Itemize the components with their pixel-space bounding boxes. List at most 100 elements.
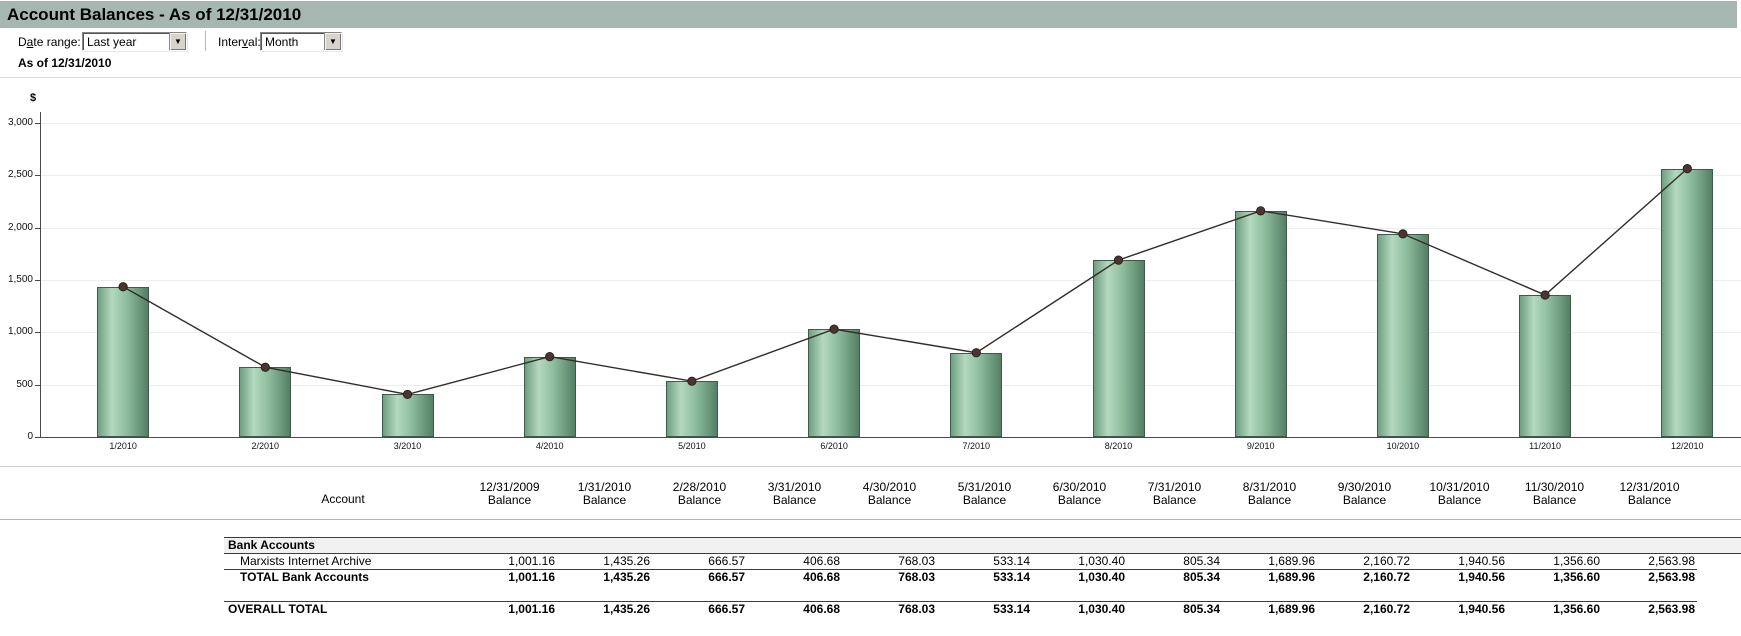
x-axis-label: 4/2010 bbox=[535, 441, 564, 451]
gridline bbox=[41, 227, 1741, 229]
gridline bbox=[41, 384, 1741, 386]
chart-bar-4-2010 bbox=[523, 356, 576, 437]
y-axis-tick bbox=[35, 437, 40, 438]
date-range-label: Date range: bbox=[18, 35, 81, 49]
balance-column-header: 3/31/2010 Balance bbox=[767, 480, 822, 507]
interval-value: Month bbox=[265, 35, 299, 49]
balance-chart: $ 3,000 2,500 2,000 1,500 1,000 500 0 1/2010 2/2… bbox=[0, 78, 1741, 466]
table-cell: 1,001.16 bbox=[508, 602, 555, 616]
balance-table: Account 12/31/2009 Balance 1/31/2010 Balanc… bbox=[0, 470, 1741, 616]
y-axis-tick-label: 500 bbox=[16, 378, 33, 390]
table-cell: 1,356.60 bbox=[1553, 570, 1600, 584]
table-cell: 1,030.40 bbox=[1078, 602, 1125, 616]
balance-column-header: 6/30/2010 Balance bbox=[1052, 480, 1107, 507]
table-cell: 1,689.96 bbox=[1268, 602, 1315, 616]
table-cell: 406.68 bbox=[803, 554, 840, 568]
balance-column-header: 12/31/2010 Balance bbox=[1619, 480, 1680, 507]
account-name: Bank Accounts bbox=[228, 538, 315, 552]
chart-bar-5-2010 bbox=[665, 381, 718, 437]
table-row-overall: OVERALL TOTAL 1,001.16 1,435.26 666.57 406.6… bbox=[224, 601, 1697, 617]
x-axis-label: 7/2010 bbox=[962, 441, 991, 451]
y-axis-title: $ bbox=[30, 92, 37, 104]
toolbar-divider bbox=[0, 77, 1741, 78]
x-axis-label: 9/2010 bbox=[1246, 441, 1275, 451]
as-of-label: As of 12/31/2010 bbox=[18, 56, 112, 70]
table-cell: 768.03 bbox=[898, 570, 935, 584]
chevron-down-icon[interactable]: ▼ bbox=[324, 33, 341, 50]
table-cell: 1,940.56 bbox=[1458, 570, 1505, 584]
balance-column-header: 5/31/2010 Balance bbox=[957, 480, 1012, 507]
table-cell: 805.34 bbox=[1183, 602, 1220, 616]
trend-line bbox=[122, 168, 1688, 396]
interval-label: Interval: bbox=[218, 35, 261, 49]
account-name: OVERALL TOTAL bbox=[228, 602, 328, 616]
report-toolbar: Date range: Last year ▼ Interval: Month … bbox=[0, 28, 1741, 54]
table-cell: 406.68 bbox=[803, 602, 840, 616]
table-cell: 406.68 bbox=[803, 570, 840, 584]
table-cell: 768.03 bbox=[898, 554, 935, 568]
y-axis-tick bbox=[35, 227, 40, 229]
table-cell: 666.57 bbox=[708, 554, 745, 568]
trend-line-layer bbox=[118, 164, 1692, 400]
chart-bar-9-2010 bbox=[1234, 210, 1287, 437]
y-axis-tick bbox=[35, 332, 40, 334]
toolbar-separator bbox=[205, 31, 206, 51]
y-axis-tick bbox=[35, 123, 40, 124]
balance-column-header: 1/31/2010 Balance bbox=[577, 480, 632, 507]
table-cell: 1,689.96 bbox=[1268, 554, 1315, 568]
y-axis-tick-label: 2,500 bbox=[7, 169, 33, 181]
y-axis-tick-label: 1,000 bbox=[7, 326, 33, 338]
table-body: Bank Accounts Marxists Internet Archive 1,… bbox=[0, 537, 1741, 617]
table-cell: 533.14 bbox=[993, 554, 1030, 568]
y-axis-tick bbox=[35, 280, 40, 281]
chart-table-divider bbox=[0, 466, 1741, 467]
table-cell: 1,689.96 bbox=[1268, 570, 1315, 584]
account-name: TOTAL Bank Accounts bbox=[240, 570, 369, 584]
chart-bar-1-2010 bbox=[97, 286, 150, 437]
chart-bar-3-2010 bbox=[381, 394, 434, 437]
table-cell: 768.03 bbox=[898, 602, 935, 616]
table-cell: 2,563.98 bbox=[1648, 570, 1695, 584]
y-axis-tick-label: 1,500 bbox=[7, 274, 33, 285]
x-axis-label: 12/2010 bbox=[1671, 441, 1704, 451]
table-cell: 2,160.72 bbox=[1363, 554, 1410, 568]
table-cell: 2,563.98 bbox=[1648, 554, 1695, 568]
balance-column-header: 4/30/2010 Balance bbox=[862, 480, 917, 507]
table-cell: 1,001.16 bbox=[508, 570, 555, 584]
gridline bbox=[41, 332, 1741, 334]
x-axis-line bbox=[40, 437, 1741, 438]
y-axis-tick-label: 3,000 bbox=[7, 117, 33, 128]
chart-bar-10-2010 bbox=[1376, 233, 1429, 437]
chart-bar-8-2010 bbox=[1092, 260, 1145, 437]
table-cell: 805.34 bbox=[1183, 554, 1220, 568]
balance-column-header: 8/31/2010 Balance bbox=[1242, 480, 1297, 507]
chart-bar-2-2010 bbox=[239, 367, 292, 437]
table-row-data: Marxists Internet Archive 1,001.16 1,435.2… bbox=[224, 554, 1697, 570]
date-range-select[interactable]: Last year ▼ bbox=[82, 32, 187, 51]
table-cell: 1,356.60 bbox=[1553, 602, 1600, 616]
x-axis-label: 2/2010 bbox=[251, 441, 280, 451]
x-axis-label: 3/2010 bbox=[393, 441, 422, 451]
table-cell: 1,435.26 bbox=[603, 570, 650, 584]
chevron-down-icon[interactable]: ▼ bbox=[169, 33, 186, 50]
balance-column-header: 9/30/2010 Balance bbox=[1337, 480, 1392, 507]
x-axis-label: 1/2010 bbox=[109, 441, 137, 451]
chart-bar-12-2010 bbox=[1661, 168, 1714, 437]
y-axis-tick-label: 2,000 bbox=[7, 221, 33, 233]
table-cell: 1,940.56 bbox=[1458, 554, 1505, 568]
table-cell: 1,940.56 bbox=[1458, 602, 1505, 616]
interval-select[interactable]: Month ▼ bbox=[260, 32, 342, 51]
table-row-group: Bank Accounts bbox=[224, 537, 1741, 554]
balance-column-header: 11/30/2010 Balance bbox=[1524, 480, 1585, 507]
x-axis-label: 8/2010 bbox=[1104, 441, 1133, 451]
gridline bbox=[41, 123, 1741, 124]
table-cell: 2,160.72 bbox=[1363, 602, 1410, 616]
balance-column-header: 10/31/2010 Balance bbox=[1429, 480, 1490, 507]
table-cell: 2,160.72 bbox=[1363, 570, 1410, 584]
table-cell: 1,435.26 bbox=[603, 554, 650, 568]
date-range-value: Last year bbox=[87, 35, 137, 49]
y-axis-tick bbox=[35, 384, 40, 386]
table-cell: 1,356.60 bbox=[1553, 554, 1600, 568]
x-axis-label: 11/2010 bbox=[1529, 441, 1562, 451]
